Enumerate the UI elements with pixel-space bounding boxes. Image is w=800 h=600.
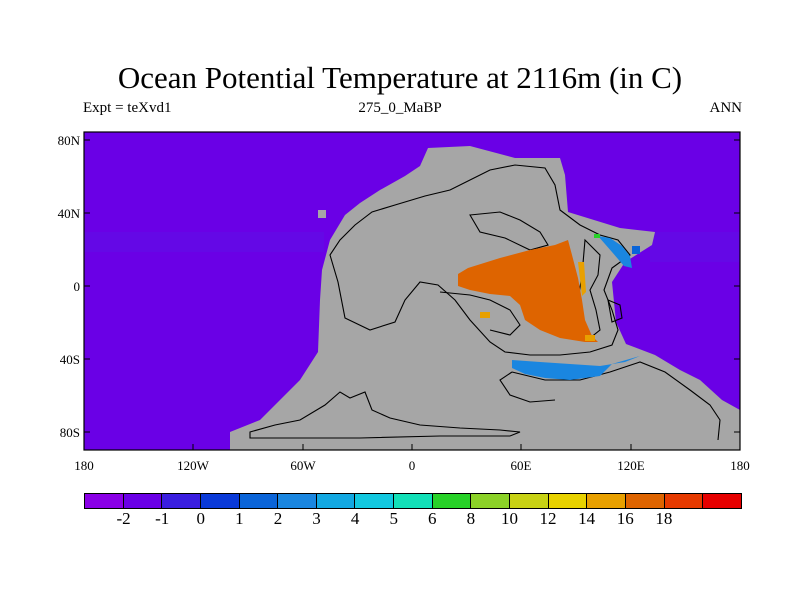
lat-tick-label: 40N	[58, 206, 81, 221]
lon-tick-label: 60W	[290, 458, 316, 473]
land-island	[330, 300, 336, 306]
colorbar-frame	[84, 493, 742, 509]
colorbar-segment	[548, 494, 588, 508]
colorbar-label: 1	[235, 509, 244, 528]
lat-tick-label: 40S	[60, 352, 80, 367]
colorbar-label: 10	[500, 509, 518, 528]
colorbar-label: 14	[578, 509, 596, 528]
lon-tick-label: 0	[409, 458, 416, 473]
map-title: Ocean Potential Temperature at 2116m (in…	[117, 60, 683, 95]
coast-line	[469, 211, 549, 251]
land-pangaea	[230, 146, 740, 450]
lon-tick-label: 120E	[617, 458, 645, 473]
colorbar-segment	[162, 494, 201, 508]
colorbar-label: 18	[655, 509, 673, 528]
experiment-label: Expt = teXvd1	[83, 100, 172, 116]
colorbar-label: 5	[389, 509, 398, 528]
warm-shelf	[594, 234, 600, 238]
ocean-band	[84, 232, 324, 252]
warm-edge	[585, 335, 595, 341]
colorbar-segment	[85, 494, 124, 508]
cool-shelf	[512, 356, 640, 380]
colorbar-segment	[625, 494, 665, 508]
lon-tick-label: 60E	[511, 458, 532, 473]
coast-line	[249, 391, 521, 439]
coast-line	[329, 164, 631, 356]
lon-axis: 180 120W 60W 0 60E 120E 180	[74, 444, 750, 473]
colorbar-label: 16	[616, 509, 634, 528]
colorbar-segment	[355, 494, 395, 508]
lat-axis: 80N 40N 0 40S 80S	[58, 133, 740, 440]
lon-tick-label: 120W	[177, 458, 210, 473]
colorbar-label: -1	[155, 509, 170, 528]
colorbar-segment	[664, 494, 704, 508]
colorbar-segment	[278, 494, 317, 508]
warm-edge	[480, 312, 490, 318]
colorbar-segment	[394, 494, 433, 508]
lat-tick-label: 80N	[58, 133, 81, 148]
colorbar-segment	[316, 494, 356, 508]
warm-edge	[578, 262, 586, 296]
colorbar-label: 0	[196, 509, 206, 528]
colorbar-label: 3	[312, 509, 321, 528]
cool-shelf	[598, 236, 632, 268]
time-label: 275_0_MaBP	[358, 100, 442, 116]
colorbar-segment	[123, 494, 163, 508]
colorbar	[85, 494, 741, 508]
coast-line	[499, 371, 556, 403]
lon-tick-label: 180	[730, 458, 750, 473]
colorbar-segment	[703, 494, 741, 508]
colorbar-label: -2	[116, 509, 131, 528]
colorbar-segment	[432, 494, 472, 508]
colorbar-label: 4	[350, 509, 360, 528]
season-label: ANN	[709, 100, 743, 116]
lat-tick-label: 80S	[60, 425, 80, 440]
warm-basin	[458, 240, 598, 342]
colorbar-labels: -2 -1 0 1 2 3 4 5 6 8 10 12 14 16 18	[85, 509, 741, 531]
coast-line	[511, 361, 721, 441]
colorbar-segment	[239, 494, 279, 508]
land-island	[318, 210, 326, 218]
coast-line	[607, 299, 623, 323]
colorbar-label: 12	[539, 509, 557, 528]
lon-tick-label: 180	[74, 458, 94, 473]
ocean-band	[650, 232, 740, 262]
colorbar-segment	[471, 494, 511, 508]
colorbar-label: 6	[428, 509, 437, 528]
colorbar-label: 2	[273, 509, 283, 528]
colorbar-label: 8	[466, 509, 476, 528]
coast-line	[439, 291, 521, 336]
lat-tick-label: 0	[74, 279, 81, 294]
cool-shelf	[632, 246, 640, 254]
colorbar-segment	[510, 494, 549, 508]
colorbar-segment	[587, 494, 626, 508]
colorbar-segment	[200, 494, 240, 508]
